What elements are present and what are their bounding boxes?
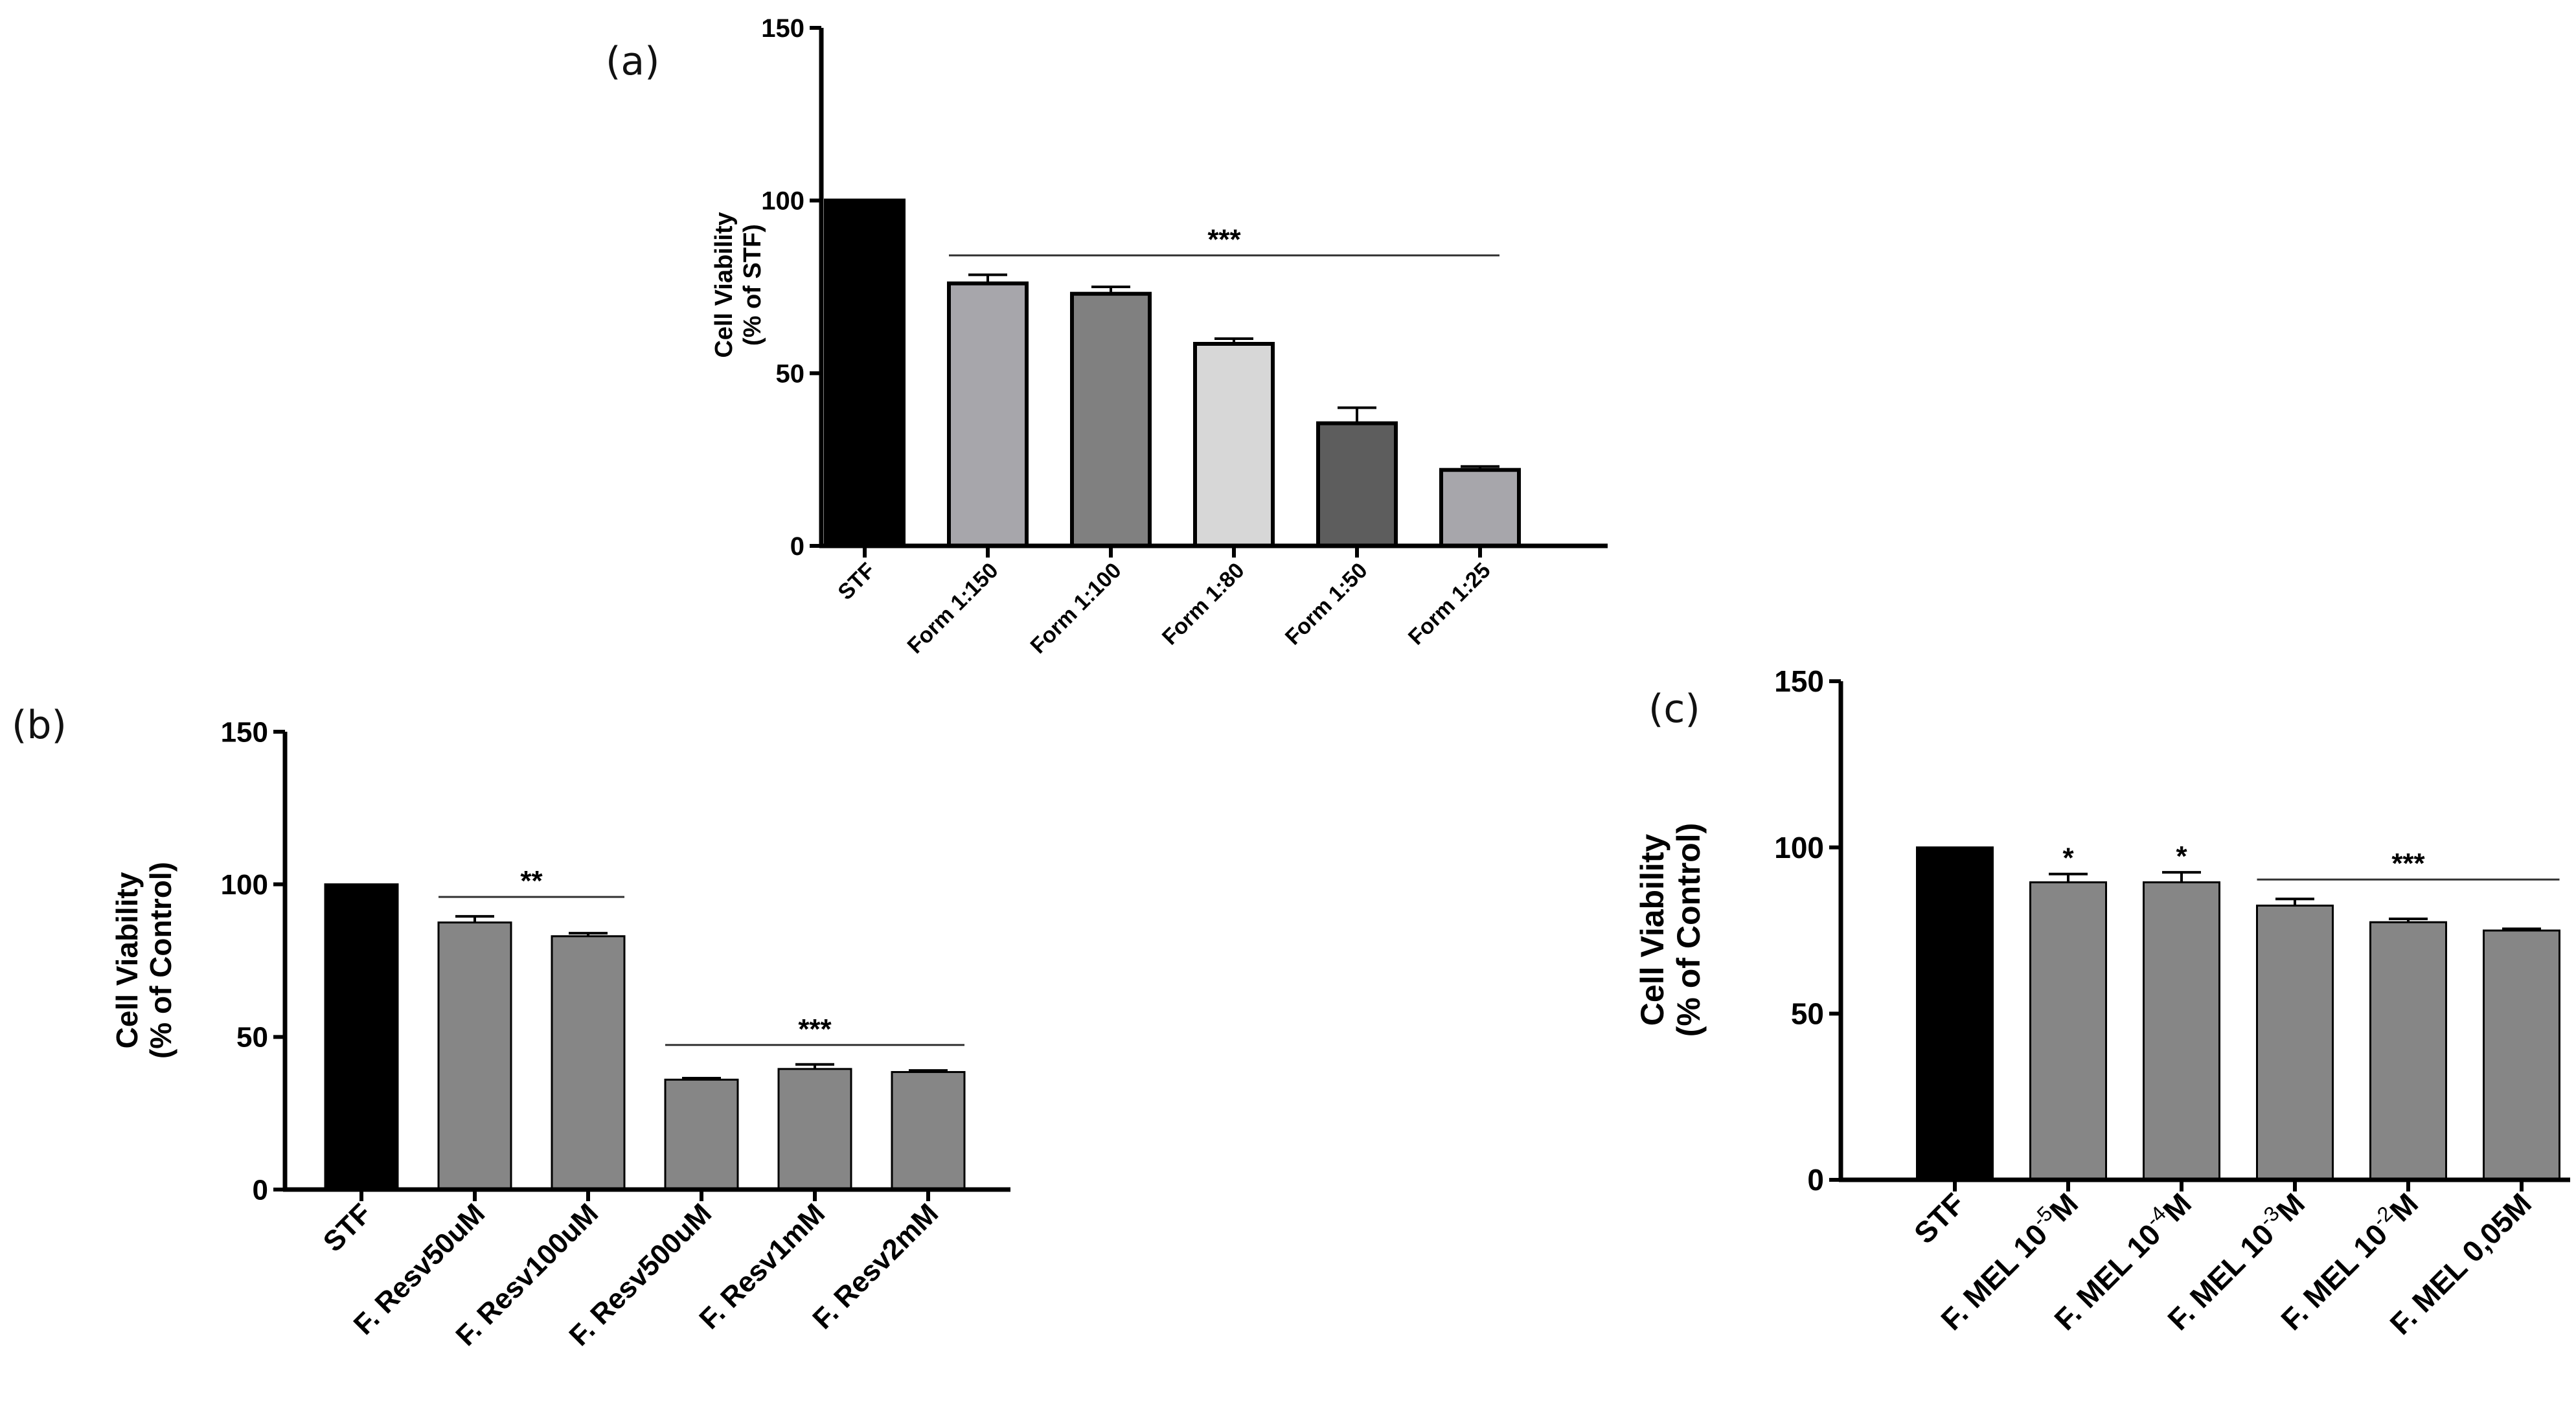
x-tick-label: STF [1908,1186,1971,1250]
bar [824,198,906,548]
significance-label: *** [1207,223,1241,255]
bar [1439,468,1521,548]
y-tick-label: 100 [761,187,804,216]
y-axis-label: Cell Viability [110,872,144,1048]
significance-label: * [2176,841,2187,872]
y-tick-label: 150 [761,14,804,43]
bar [664,1078,739,1191]
bar [1070,291,1152,548]
bar [2143,881,2220,1181]
bar [2256,905,2334,1181]
bar [437,921,512,1191]
bar [2029,881,2107,1181]
bar [2483,929,2560,1181]
y-axis-label: (% of Control) [1670,823,1707,1037]
y-axis-label: Cell Viability [1634,834,1670,1026]
y-tick-label: 0 [253,1174,268,1206]
bar [1916,846,1994,1181]
y-tick-label: 0 [790,532,804,561]
bar [324,883,399,1191]
panel-label-c: (c) [1648,686,1700,732]
y-tick-label: 50 [1791,997,1824,1030]
y-tick-label: 150 [1774,664,1824,698]
panel-label-b: (b) [12,703,67,748]
y-axis-label: Cell Viability [711,212,738,357]
significance-label: *** [2391,848,2425,879]
y-tick-label: 150 [221,716,268,748]
y-axis-label: (% of STF) [739,224,766,346]
y-tick-label: 50 [776,359,805,388]
bar [551,935,626,1191]
bar [2369,921,2447,1181]
significance-label: * [2062,842,2074,874]
y-tick-label: 0 [1807,1163,1824,1197]
y-tick-label: 100 [221,869,268,901]
panel-label-a: (a) [606,39,660,84]
significance-label: ** [520,865,543,897]
y-tick-label: 100 [1774,831,1824,864]
significance-label: *** [798,1013,832,1045]
y-tick-label: 50 [236,1022,268,1054]
y-axis-label: (% of Control) [144,862,177,1059]
